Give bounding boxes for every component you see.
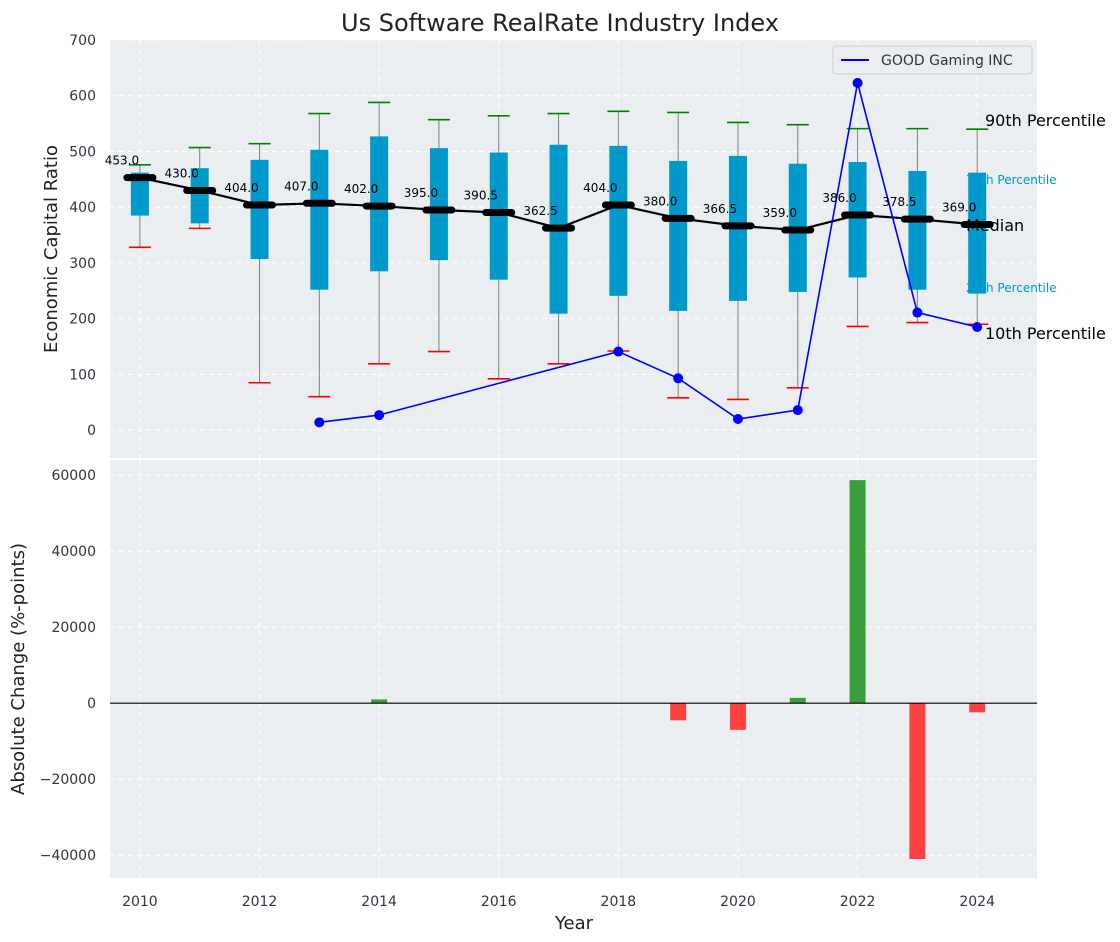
bottom-y-tick-label: 0 [87, 696, 96, 712]
median-value-label: 453.0 [105, 154, 139, 168]
bottom-y-axis-label: Absolute Change (%-points) [8, 543, 29, 795]
iqr-box [609, 145, 628, 296]
median-value-label: 378.5 [882, 195, 916, 209]
x-ticks: 2010 2012 2014 2016 2018 2020 2022 2024 [122, 894, 995, 910]
iqr-box [429, 148, 448, 261]
top-y-axis-label: Economic Capital Ratio [41, 145, 62, 353]
median-value-label: 359.0 [763, 206, 797, 220]
x-tick-label: 2012 [242, 894, 278, 910]
bottom-y-ticks: −40000 −20000 0 20000 40000 60000 [40, 468, 96, 864]
iqr-box [310, 149, 329, 290]
top-y-tick-label: 200 [69, 312, 96, 328]
legend-label-company: GOOD Gaming INC [881, 53, 1013, 69]
x-tick-label: 2016 [481, 894, 517, 910]
company-point [732, 413, 743, 424]
change-bar [670, 703, 687, 721]
annotation-p25: 25th Percentile [966, 281, 1057, 295]
box-series [128, 101, 989, 401]
median-value-label: 366.5 [703, 202, 737, 216]
top-y-tick-label: 300 [69, 256, 96, 272]
chart-title: Us Software RealRate Industry Index [341, 9, 779, 37]
annotation-median: Median [966, 216, 1024, 235]
iqr-box [848, 162, 867, 278]
company-series [314, 77, 983, 428]
annotation-p10: 10th Percentile [985, 324, 1106, 343]
bottom-y-tick-label: 60000 [51, 468, 96, 484]
median-value-label: 390.5 [464, 188, 498, 202]
bar-series [371, 480, 986, 859]
top-y-tick-label: 100 [69, 367, 96, 383]
x-tick-label: 2014 [361, 894, 397, 910]
median-value-label: 430.0 [165, 166, 199, 180]
company-point [852, 77, 863, 88]
change-bar [789, 697, 806, 704]
bottom-y-tick-label: −40000 [40, 848, 96, 864]
bottom-y-tick-label: 40000 [51, 544, 96, 560]
top-panel: 0 100 200 300 400 500 600 700 453.0 430.0 404.0 40… [41, 33, 1106, 458]
x-tick-label: 2018 [601, 894, 637, 910]
median-value-label: 404.0 [583, 181, 617, 195]
iqr-box [968, 172, 987, 294]
median-value-label: 380.0 [643, 194, 677, 208]
iqr-box [489, 152, 508, 280]
median-value-label: 362.5 [523, 204, 557, 218]
percentile-annotations: 90th Percentile 75th Percentile Median 2… [966, 111, 1106, 343]
iqr-box [908, 170, 927, 290]
change-bar [849, 480, 866, 704]
median-value-label: 404.0 [224, 181, 258, 195]
legend: GOOD Gaming INC [832, 45, 1033, 75]
annotation-p90: 90th Percentile [985, 111, 1106, 130]
median-value-label: 402.0 [344, 182, 378, 196]
change-bar [371, 699, 388, 704]
iqr-box [130, 172, 149, 216]
company-point [613, 346, 624, 357]
median-value-label: 407.0 [284, 179, 318, 193]
x-tick-label: 2010 [122, 894, 158, 910]
top-y-ticks: 0 100 200 300 400 500 600 700 [69, 33, 96, 439]
x-tick-label: 2022 [840, 894, 876, 910]
top-y-tick-label: 700 [69, 33, 96, 49]
company-point [314, 417, 325, 428]
top-plot-background [110, 40, 1037, 458]
bottom-plot-background [110, 460, 1037, 878]
company-point [792, 405, 803, 416]
top-y-tick-label: 600 [69, 89, 96, 105]
bottom-y-tick-label: 20000 [51, 620, 96, 636]
iqr-box [669, 160, 688, 311]
median-labels: 453.0 430.0 404.0 407.0 402.0 395.0 390.5 362.5… [105, 154, 977, 220]
median-series [123, 174, 994, 234]
x-axis-label: Year [554, 913, 594, 934]
bottom-y-tick-label: −20000 [40, 772, 96, 788]
median-value-label: 386.0 [822, 191, 856, 205]
top-y-tick-label: 0 [87, 423, 96, 439]
change-bar [969, 703, 986, 713]
legend-box [832, 45, 1033, 75]
company-point [912, 307, 923, 318]
x-tick-label: 2020 [720, 894, 756, 910]
median-value-label: 395.0 [404, 186, 438, 200]
company-point [673, 373, 684, 384]
top-y-tick-label: 400 [69, 200, 96, 216]
change-bar [729, 703, 746, 730]
company-point [972, 322, 983, 333]
median-value-label: 369.0 [942, 200, 976, 214]
annotation-p75: 75th Percentile [966, 173, 1057, 187]
x-tick-label: 2024 [959, 894, 995, 910]
iqr-box [250, 159, 269, 260]
iqr-box [190, 168, 209, 224]
company-point [374, 410, 385, 421]
top-y-tick-label: 500 [69, 144, 96, 160]
change-bar [909, 703, 926, 859]
